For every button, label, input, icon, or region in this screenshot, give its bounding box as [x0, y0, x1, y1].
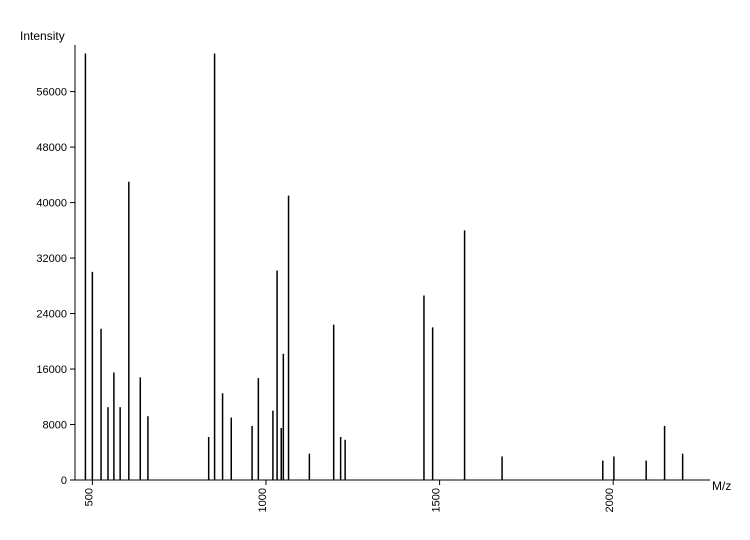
- y-tick-label: 40000: [36, 198, 67, 210]
- y-tick-label: 32000: [36, 253, 67, 265]
- x-tick-label: 500: [83, 488, 95, 506]
- x-tick-label: 2000: [604, 488, 616, 512]
- y-tick-label: 8000: [43, 420, 67, 432]
- spectrum-chart: 0 8000 16000 24000 32000 40000 48000 56000 500 10…: [0, 0, 750, 540]
- x-tick-label: 1000: [257, 488, 269, 512]
- y-tick-label: 48000: [36, 142, 67, 154]
- x-tick-label: 1500: [431, 488, 443, 512]
- y-tick-label: 0: [61, 475, 67, 487]
- x-axis-label: M/z: [712, 479, 731, 493]
- y-tick-label: 24000: [36, 309, 67, 321]
- y-axis-label: Intensity: [20, 29, 65, 43]
- y-tick-label: 56000: [36, 87, 67, 99]
- y-tick-label: 16000: [36, 364, 67, 376]
